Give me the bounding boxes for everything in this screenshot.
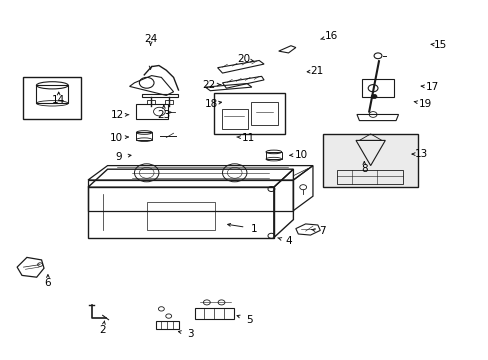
Bar <box>23 77 81 119</box>
Text: 4: 4 <box>285 236 291 246</box>
Bar <box>337 170 403 184</box>
Bar <box>155 321 179 329</box>
Bar <box>88 180 293 211</box>
Text: 12: 12 <box>110 110 124 120</box>
Bar <box>88 187 273 238</box>
Text: 6: 6 <box>44 278 51 288</box>
Bar <box>164 100 172 104</box>
Text: 10: 10 <box>295 150 307 160</box>
Text: 3: 3 <box>187 329 194 339</box>
Text: 24: 24 <box>143 34 157 44</box>
Bar <box>194 308 233 319</box>
Text: 19: 19 <box>418 99 431 109</box>
Bar <box>136 132 152 140</box>
Bar <box>36 85 68 103</box>
Text: 13: 13 <box>414 149 427 159</box>
Circle shape <box>370 94 376 99</box>
Text: 10: 10 <box>110 132 122 143</box>
Bar <box>221 109 248 129</box>
Circle shape <box>299 185 306 190</box>
Text: 22: 22 <box>202 80 216 90</box>
Bar <box>250 102 277 125</box>
Bar <box>136 104 167 119</box>
Text: 16: 16 <box>324 31 338 41</box>
Text: 11: 11 <box>241 132 255 143</box>
Bar <box>146 202 215 230</box>
Text: 21: 21 <box>309 66 323 76</box>
Text: 7: 7 <box>319 226 325 236</box>
Bar <box>322 134 417 187</box>
Bar <box>361 79 393 97</box>
Bar <box>214 93 285 134</box>
Text: 5: 5 <box>245 315 252 325</box>
Text: 9: 9 <box>115 152 122 162</box>
Text: 20: 20 <box>237 54 249 64</box>
Text: 18: 18 <box>204 99 218 109</box>
Bar <box>146 100 154 104</box>
Text: 17: 17 <box>425 82 439 92</box>
Text: 8: 8 <box>360 164 367 174</box>
Text: 15: 15 <box>432 40 446 50</box>
Text: 23: 23 <box>157 110 170 120</box>
Bar <box>142 94 178 97</box>
Text: 1: 1 <box>250 224 257 234</box>
Text: 14: 14 <box>52 95 65 105</box>
Bar <box>265 152 281 159</box>
Text: 2: 2 <box>99 325 106 336</box>
